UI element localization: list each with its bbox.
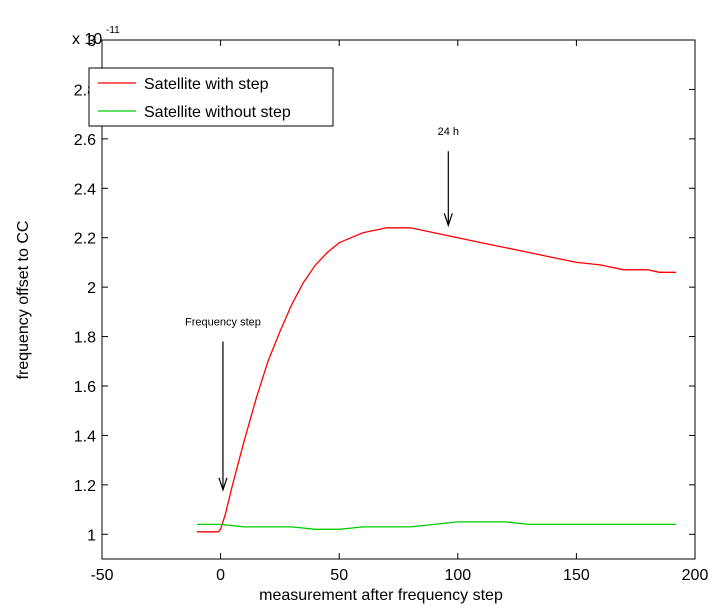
x-tick-label: 0 <box>216 567 225 584</box>
annotation-arrowhead-frequency-step <box>218 477 228 492</box>
y-tick-label: 1.4 <box>74 428 96 445</box>
x-tick-label: 100 <box>444 567 471 584</box>
annotation-label-24h: 24 h <box>438 126 459 138</box>
y-exponent-power: -11 <box>106 25 120 36</box>
series-line-without-step <box>196 521 676 530</box>
x-axis-label: measurement after frequency step <box>259 587 503 604</box>
annotation-arrowhead-24h <box>443 213 453 228</box>
y-tick-label: 2 <box>87 280 96 297</box>
legend-box <box>88 67 334 127</box>
legend-label-without-step: Satellite without step <box>144 104 291 121</box>
y-tick-label: 1.8 <box>74 330 96 347</box>
y-tick-label: 1.6 <box>74 379 96 396</box>
y-exponent-base: x 10 <box>72 31 102 48</box>
x-tick-label: 150 <box>563 567 590 584</box>
y-tick-label: 1 <box>87 527 96 544</box>
y-tick-label: 2.6 <box>74 132 96 149</box>
axis-ticks: -50 0 50 100 150 20011.21.41.61.822.22.42.62.… <box>74 33 709 584</box>
y-tick-label: 1.2 <box>74 478 96 495</box>
legend-label-with-step: Satellite with step <box>144 76 269 93</box>
annotations: 24 h Frequency step <box>185 126 459 492</box>
annotation-label-frequency-step: Frequency step <box>185 317 261 329</box>
y-axis-label: frequency offset to CC <box>15 221 32 380</box>
legend: Satellite with step Satellite without st… <box>88 67 334 127</box>
x-tick-label: 200 <box>682 567 709 584</box>
x-tick-label: 50 <box>330 567 348 584</box>
y-tick-label: 2.4 <box>74 181 96 198</box>
series-line-with-step <box>196 227 676 533</box>
series-lines <box>196 227 676 533</box>
y-tick-label: 2.2 <box>74 231 96 248</box>
y-tick-label: 3 <box>87 33 96 50</box>
x-tick-label: -50 <box>90 567 113 584</box>
